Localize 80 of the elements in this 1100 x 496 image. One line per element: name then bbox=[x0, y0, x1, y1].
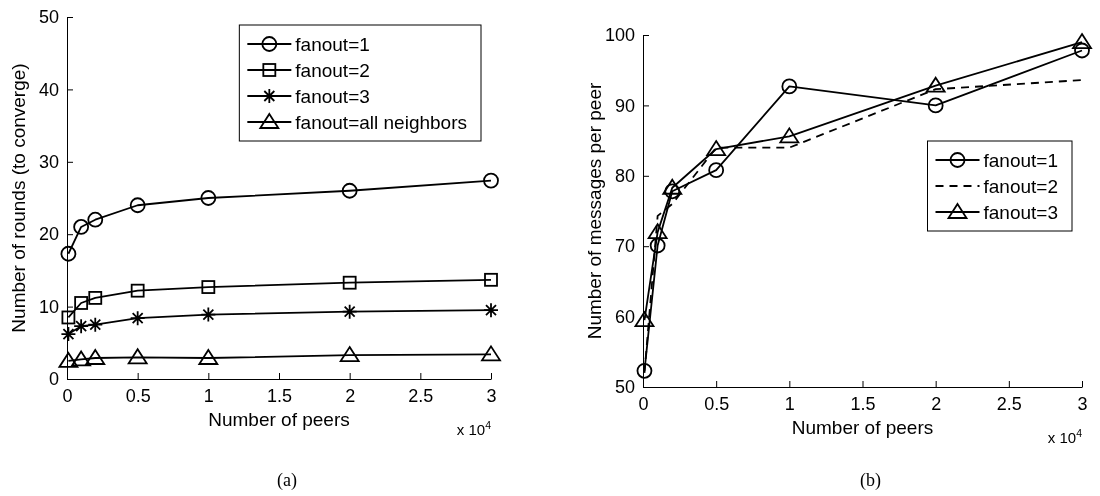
y-tick-label: 30 bbox=[38, 152, 59, 173]
point bbox=[87, 211, 104, 228]
y-axis-title: Number of rounds (to converge) bbox=[8, 63, 29, 333]
y-tick-label: 80 bbox=[614, 166, 635, 187]
point bbox=[483, 302, 499, 319]
x-tick-label: 0 bbox=[638, 393, 649, 414]
point bbox=[74, 296, 89, 310]
point bbox=[1072, 33, 1092, 49]
point bbox=[779, 127, 800, 144]
text: x 10$^{4}$ bbox=[1047, 427, 1083, 446]
text: (b) bbox=[860, 470, 881, 491]
x-tick-label: 1 bbox=[784, 393, 795, 414]
point bbox=[88, 291, 103, 305]
x-tick-label: 2 bbox=[931, 393, 942, 414]
y-tick-label: 90 bbox=[614, 95, 635, 116]
point bbox=[71, 350, 92, 367]
x-tick-label: 0.5 bbox=[125, 385, 151, 406]
legend-label: fanout=3 bbox=[295, 86, 370, 107]
x-tick-label: 3 bbox=[1077, 393, 1088, 414]
point bbox=[127, 348, 148, 365]
point bbox=[664, 183, 681, 200]
x-tick-label: 1 bbox=[203, 385, 214, 406]
x-axis-title: Number of peers bbox=[791, 417, 934, 438]
point bbox=[481, 345, 501, 362]
point bbox=[647, 223, 668, 240]
x-tick-label: 1.5 bbox=[850, 393, 876, 414]
y-tick-label: 70 bbox=[614, 236, 635, 257]
point bbox=[85, 349, 106, 365]
point bbox=[58, 352, 79, 368]
text: x 10$^{4}$ bbox=[456, 419, 492, 438]
point bbox=[130, 283, 145, 298]
point bbox=[60, 245, 77, 262]
point bbox=[200, 190, 217, 206]
y-tick-label: 10 bbox=[38, 296, 59, 317]
point bbox=[87, 316, 104, 333]
point bbox=[636, 362, 653, 379]
legend-label: fanout=2 bbox=[983, 176, 1058, 197]
point bbox=[73, 219, 90, 235]
x-tick-label: 2 bbox=[345, 385, 356, 406]
point bbox=[129, 310, 146, 327]
point bbox=[649, 237, 666, 254]
legend-label: fanout=3 bbox=[983, 202, 1058, 223]
point bbox=[201, 280, 216, 294]
point bbox=[341, 303, 358, 320]
legend-label: fanout=1 bbox=[295, 34, 370, 55]
point bbox=[129, 197, 146, 214]
legend-label: fanout=all neighbors bbox=[295, 112, 467, 133]
point bbox=[634, 311, 655, 328]
x-tick-label: 2.5 bbox=[408, 385, 434, 406]
x-tick-label: 1.5 bbox=[266, 385, 293, 406]
point bbox=[341, 182, 358, 199]
x-tick-label: 0 bbox=[62, 385, 73, 406]
point bbox=[781, 78, 798, 95]
y-tick-label: 60 bbox=[614, 306, 635, 327]
y-tick-label: 100 bbox=[604, 25, 635, 46]
point bbox=[927, 97, 944, 114]
y-tick-label: 50 bbox=[614, 377, 635, 398]
point bbox=[483, 172, 499, 189]
x-tick-label: 3 bbox=[486, 385, 497, 406]
y-tick-label: 20 bbox=[38, 224, 59, 245]
y-tick-label: 0 bbox=[48, 369, 59, 390]
point bbox=[484, 272, 498, 287]
legend-label: fanout=2 bbox=[295, 60, 370, 81]
x-tick-label: 2.5 bbox=[996, 393, 1022, 414]
point bbox=[200, 306, 217, 323]
legend-label: fanout=1 bbox=[983, 150, 1058, 171]
point bbox=[662, 178, 683, 195]
point bbox=[339, 346, 360, 363]
point bbox=[61, 310, 76, 325]
y-tick-label: 40 bbox=[38, 79, 59, 100]
x-tick-label: 0.5 bbox=[704, 393, 730, 414]
point bbox=[1074, 42, 1090, 59]
x-axis-title: Number of peers bbox=[208, 409, 350, 430]
y-axis-title: Number of messages per peer bbox=[584, 82, 605, 340]
point bbox=[198, 349, 219, 365]
point bbox=[925, 76, 946, 93]
point bbox=[342, 275, 357, 290]
text: (a) bbox=[277, 470, 297, 491]
point bbox=[708, 162, 725, 179]
y-tick-label: 50 bbox=[38, 7, 59, 28]
